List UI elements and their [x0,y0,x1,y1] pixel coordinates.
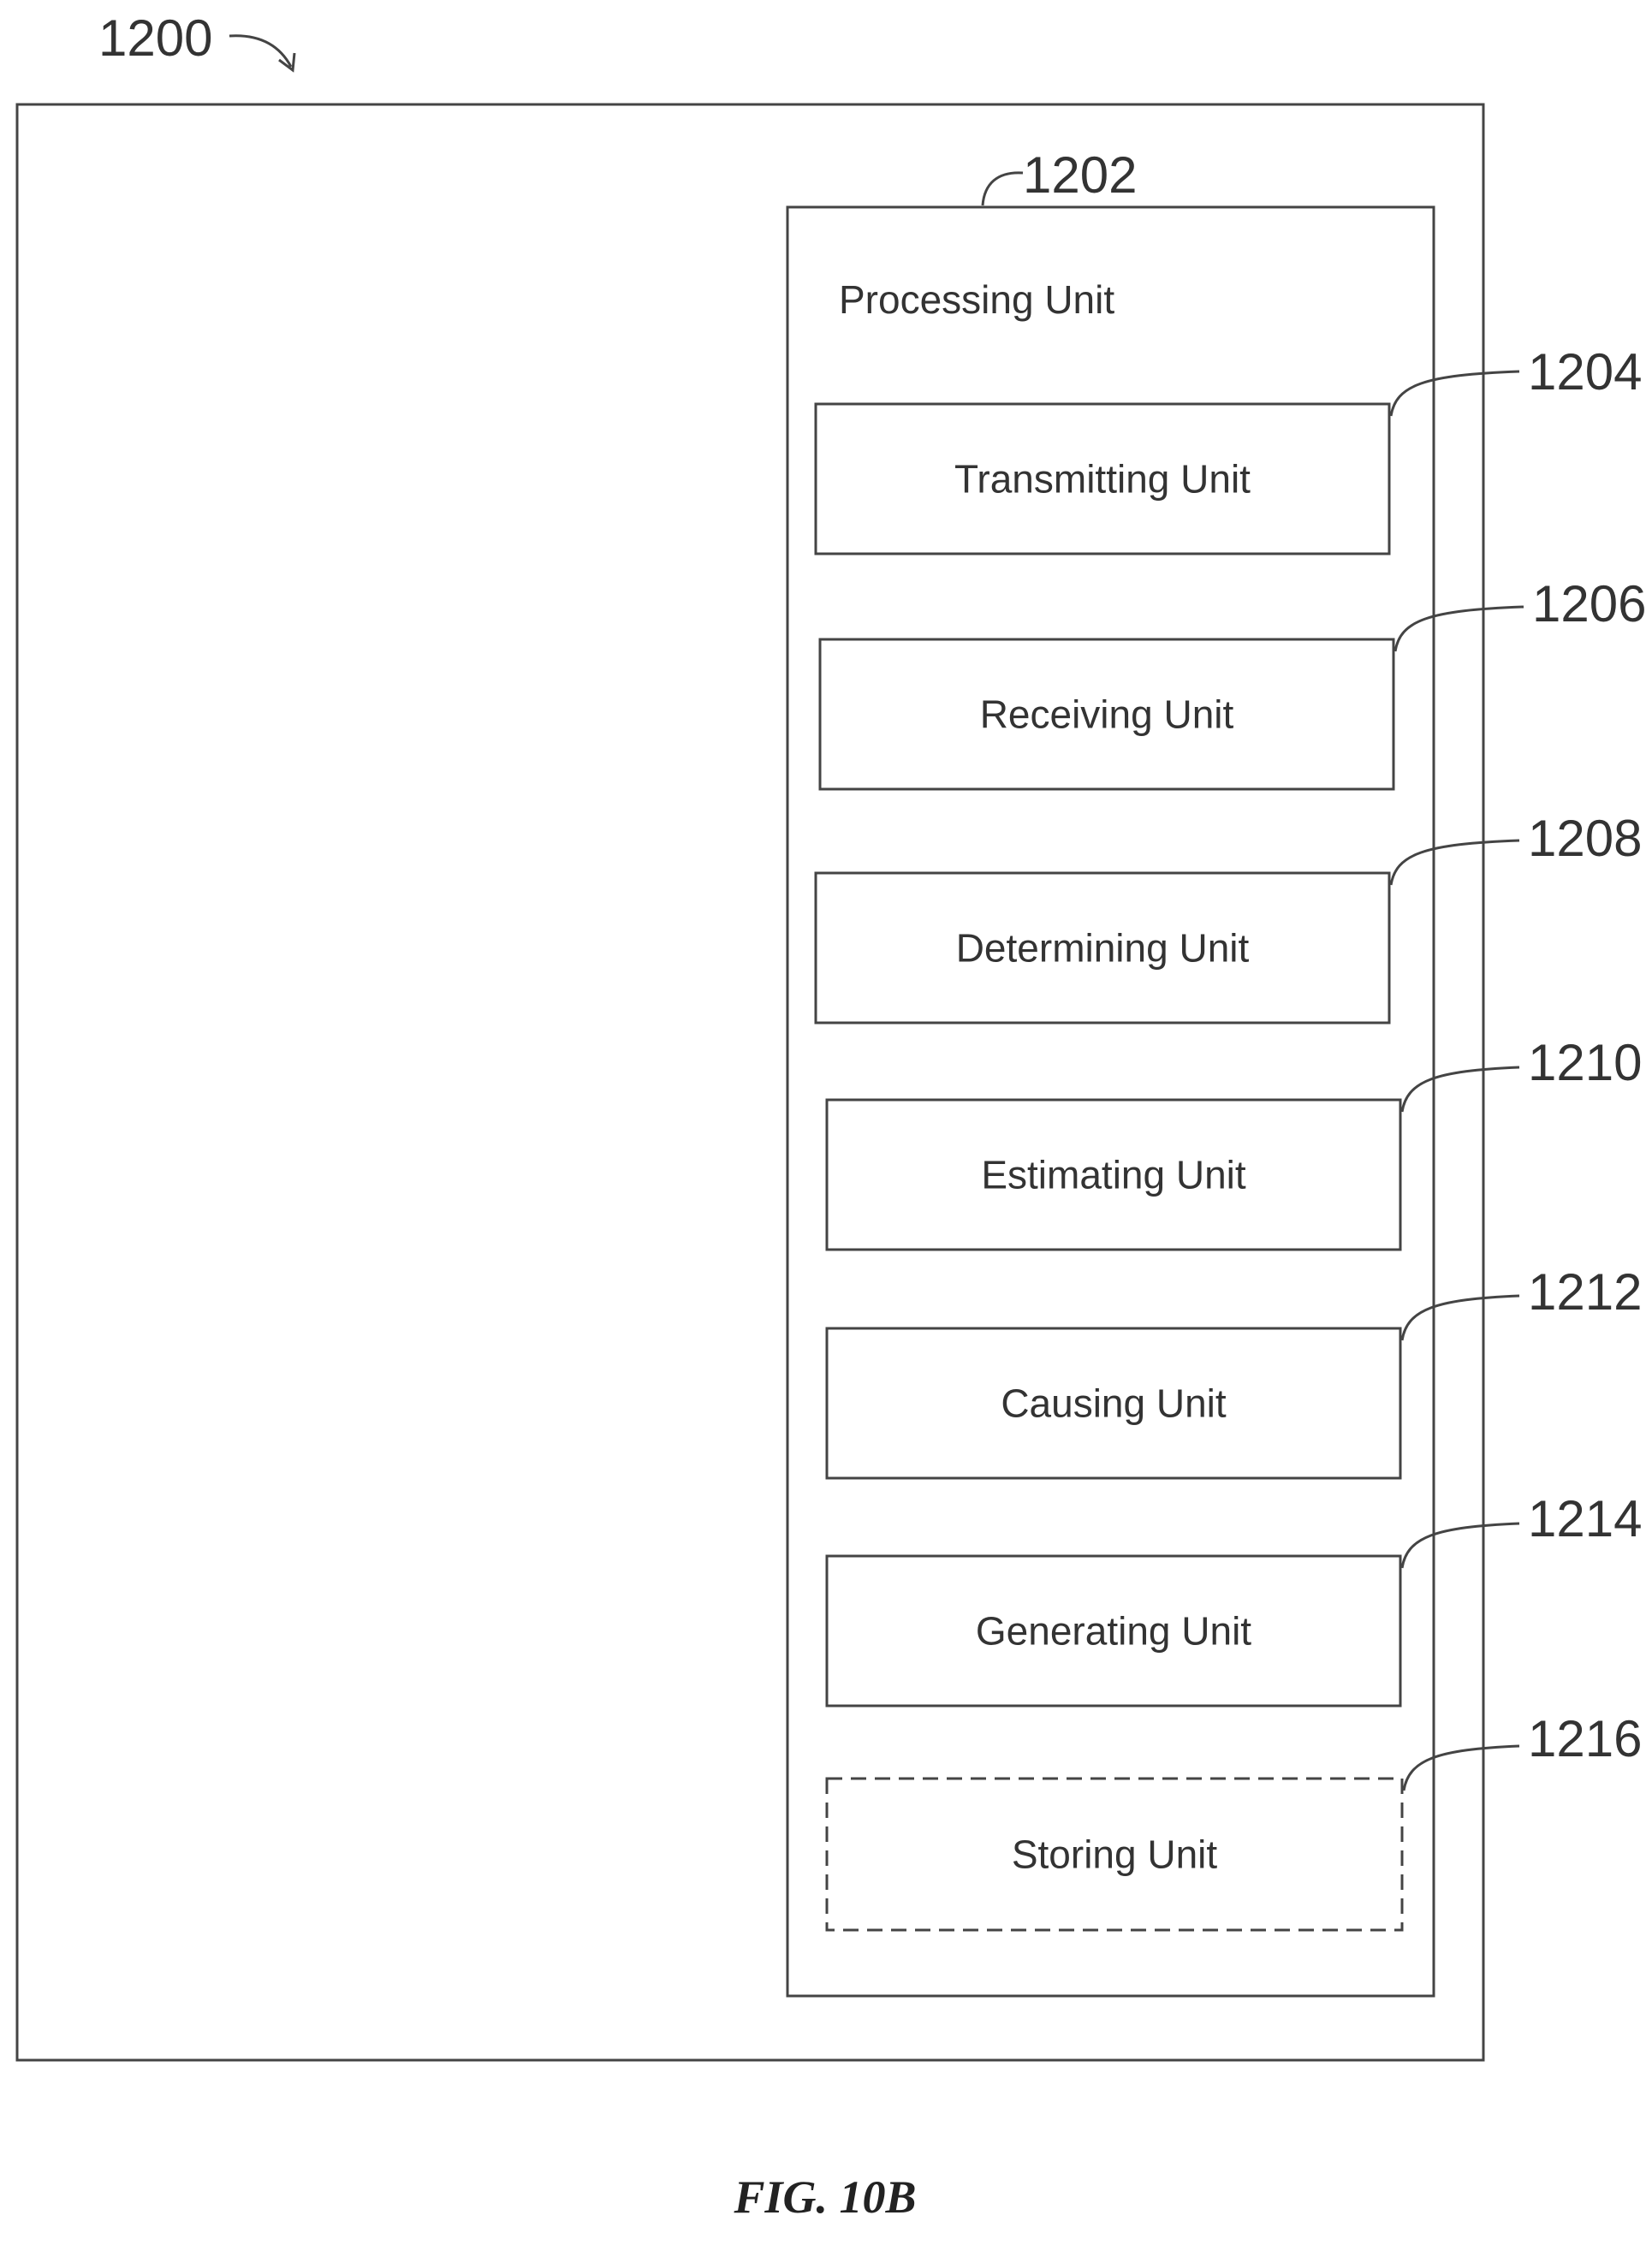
unit-label: Transmitting Unit [954,457,1251,502]
unit-label: Receiving Unit [980,692,1234,737]
unit-ref-number: 1208 [1528,810,1642,867]
system-ref-arrow [229,36,294,70]
processing-unit-ref-number: 1202 [1023,146,1137,204]
unit-label: Determining Unit [956,926,1250,971]
unit-ref-number: 1206 [1532,575,1646,633]
unit-label: Causing Unit [1001,1381,1227,1426]
unit-ref-number: 1212 [1528,1263,1642,1321]
unit-ref-number: 1210 [1528,1034,1642,1091]
processing-unit-label: Processing Unit [839,277,1114,322]
unit-label: Estimating Unit [981,1153,1246,1197]
unit-ref-number: 1204 [1528,343,1642,401]
figure-caption: FIG. 10B [733,2171,916,2223]
unit-ref-number: 1214 [1528,1490,1642,1547]
unit-label: Generating Unit [976,1609,1251,1654]
unit-label: Storing Unit [1012,1832,1218,1877]
system-ref-number: 1200 [98,9,212,67]
unit-ref-number: 1216 [1528,1710,1642,1767]
